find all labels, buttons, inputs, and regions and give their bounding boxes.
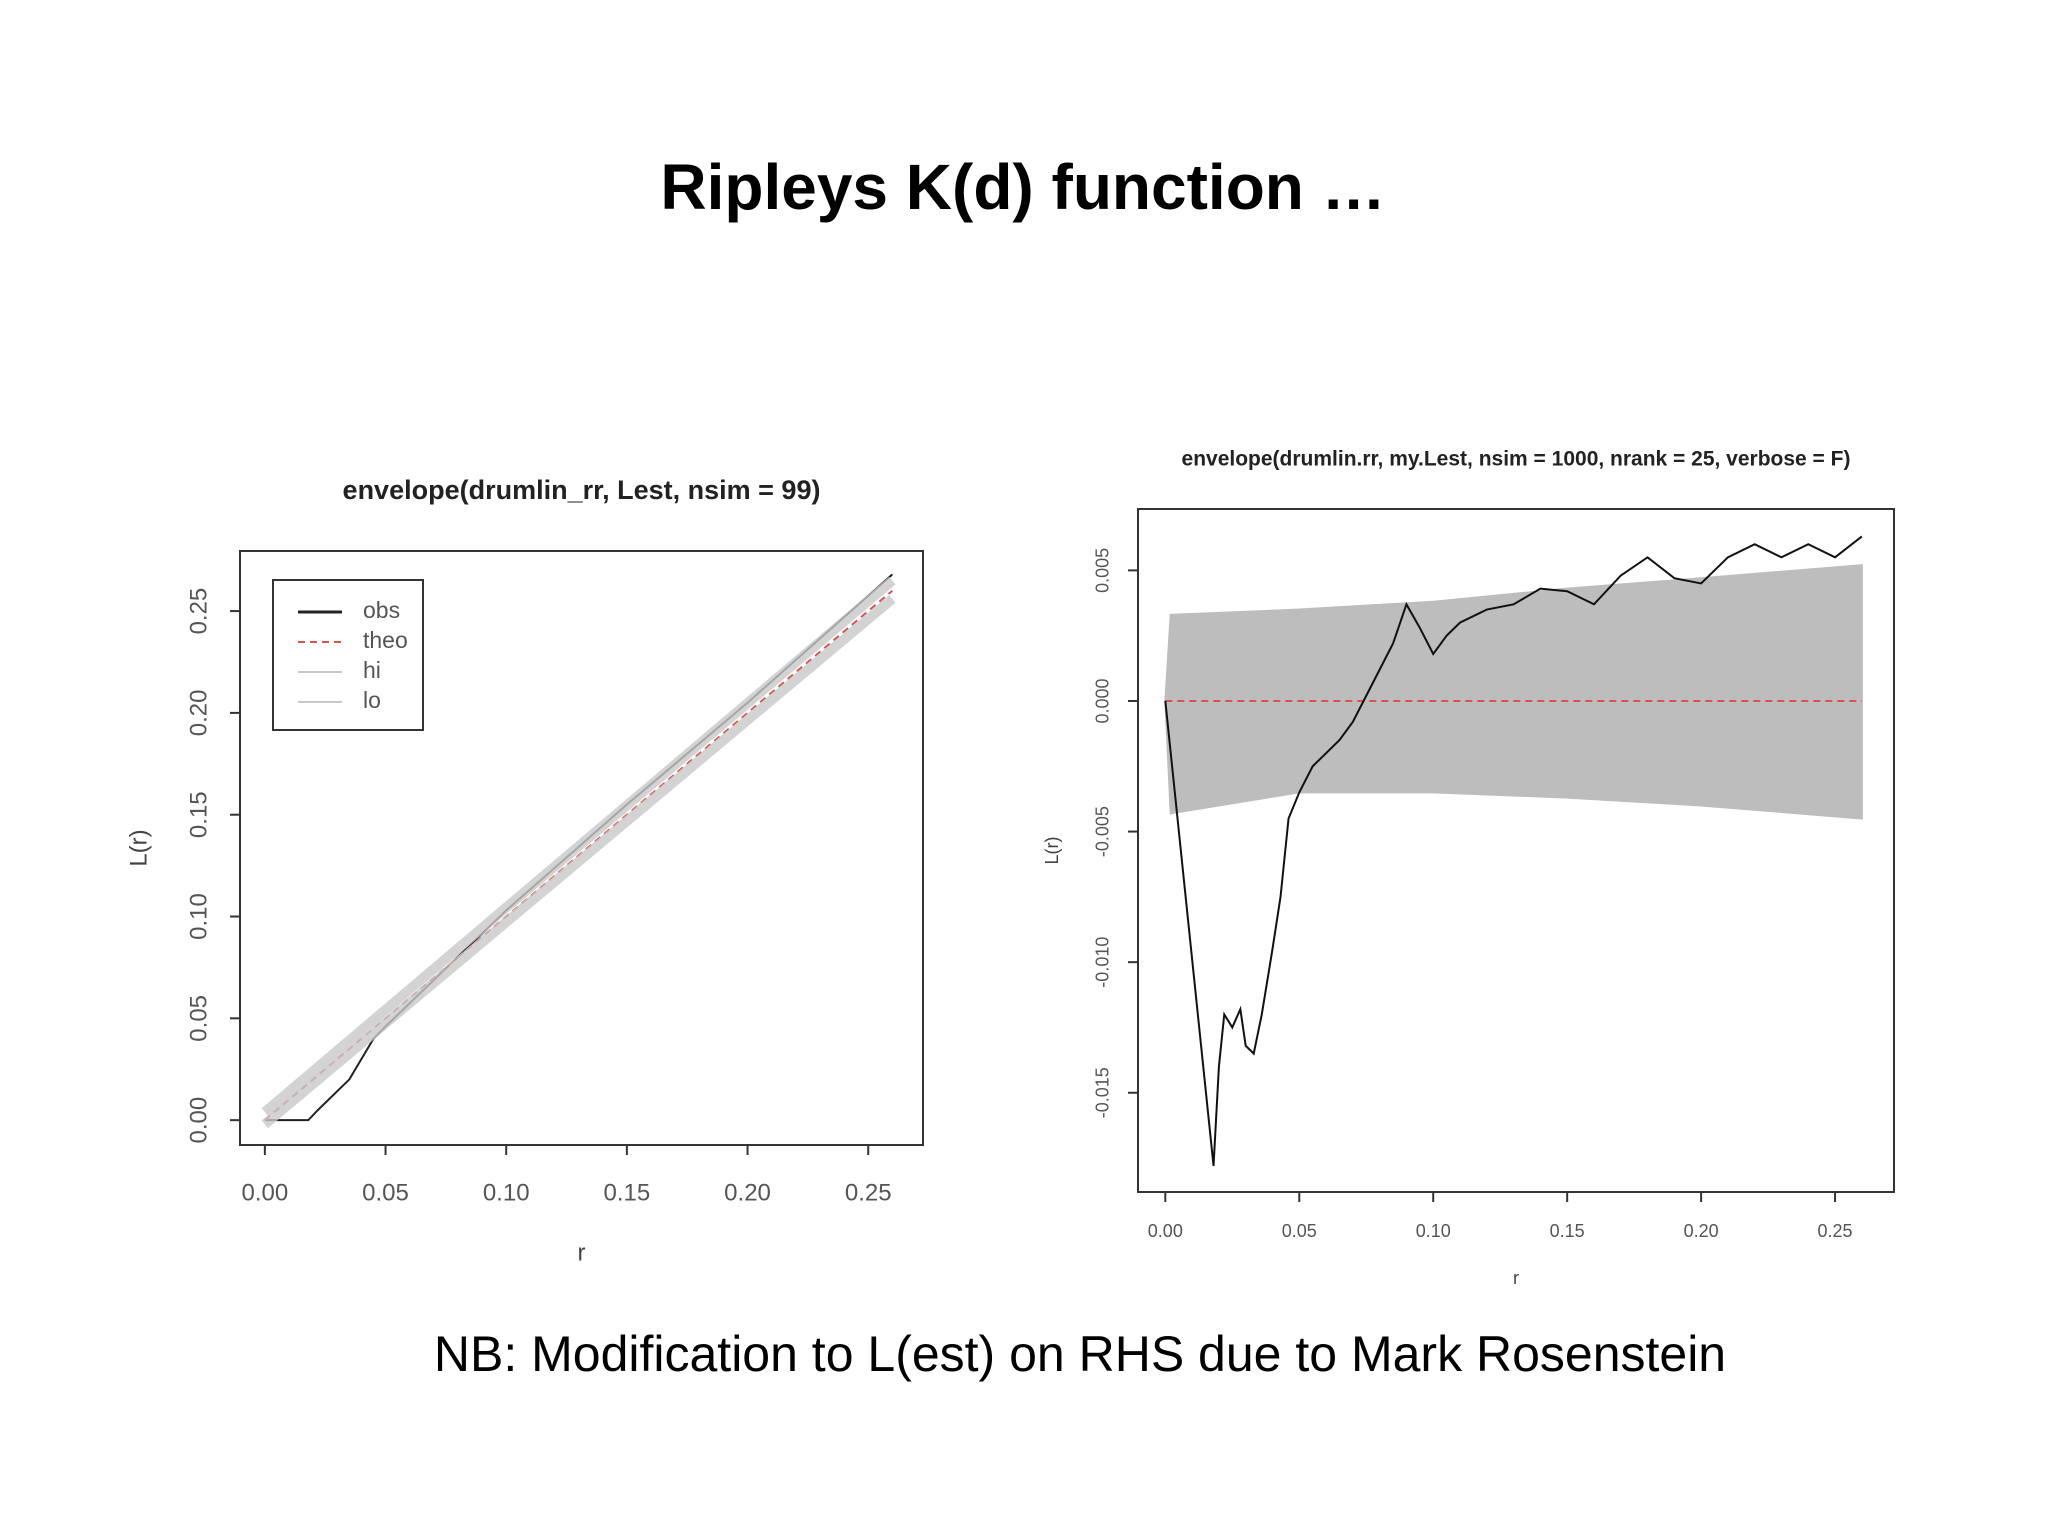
y-tick-label: 0.10 — [185, 893, 212, 940]
y-axis-label: L(r) — [1042, 837, 1062, 865]
plot-frame — [239, 550, 924, 1146]
x-tick-label: 0.05 — [362, 1179, 409, 1206]
y-tick-label: 0.15 — [185, 791, 212, 838]
plot-frame — [1137, 508, 1895, 1193]
legend-label: hi — [363, 657, 381, 683]
envelope-area — [1164, 699, 1863, 820]
chart-title: envelope(drumlin_rr, Lest, nsim = 99) — [343, 475, 821, 505]
x-tick-label: 0.20 — [724, 1179, 771, 1206]
slide-title: Ripleys K(d) function … — [660, 151, 1385, 223]
x-tick-label: 0.10 — [1416, 1221, 1451, 1241]
x-axis-label: r — [1513, 1268, 1519, 1288]
legend-label: obs — [363, 597, 400, 623]
y-tick-label: 0.20 — [185, 690, 212, 737]
legend-label: lo — [363, 687, 381, 713]
x-tick-label: 0.15 — [1550, 1221, 1585, 1241]
y-tick-label: 0.005 — [1093, 548, 1113, 593]
legend-label: theo — [363, 627, 408, 653]
x-tick-label: 0.25 — [845, 1179, 892, 1206]
y-tick-label: 0.05 — [185, 995, 212, 1042]
x-axis-label: r — [578, 1239, 586, 1266]
y-axis-label: L(r) — [125, 829, 152, 866]
legend-box — [272, 579, 424, 731]
chart-title: envelope(drumlin.rr, my.Lest, nsim = 100… — [1182, 448, 1851, 471]
y-tick-label: -0.005 — [1093, 806, 1113, 857]
envelope-area — [1164, 564, 1863, 702]
series-line — [261, 595, 896, 1129]
x-tick-label: 0.25 — [1818, 1221, 1853, 1241]
x-tick-label: 0.10 — [483, 1179, 530, 1206]
y-tick-label: 0.25 — [185, 588, 212, 635]
y-tick-label: 0.00 — [185, 1097, 212, 1144]
series-line — [261, 576, 896, 1116]
footnote: NB: Modification to L(est) on RHS due to… — [434, 1326, 1726, 1382]
y-tick-label: 0.000 — [1093, 678, 1113, 723]
x-tick-label: 0.00 — [241, 1179, 288, 1206]
y-tick-label: -0.015 — [1093, 1067, 1113, 1118]
x-tick-label: 0.15 — [604, 1179, 651, 1206]
series-line — [1164, 535, 1863, 1166]
x-tick-label: 0.20 — [1684, 1221, 1719, 1241]
x-tick-label: 0.05 — [1282, 1221, 1317, 1241]
x-tick-label: 0.00 — [1148, 1221, 1183, 1241]
y-tick-label: -0.010 — [1093, 937, 1113, 988]
